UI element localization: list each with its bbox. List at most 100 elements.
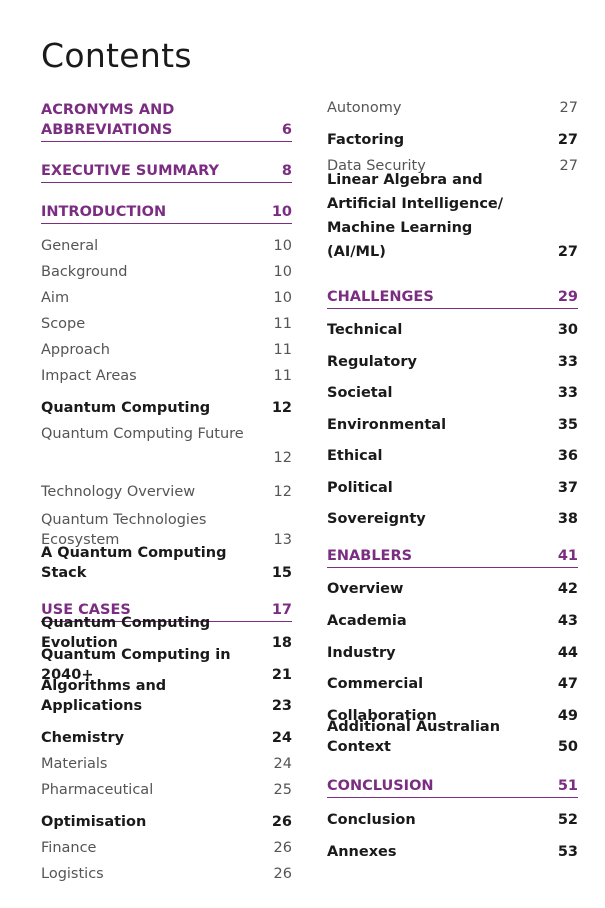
toc-entry[interactable]: Impact Areas 11 bbox=[41, 360, 292, 386]
toc-entry[interactable]: Quantum Computing 12 bbox=[41, 386, 292, 418]
toc-entry-page: 26 bbox=[273, 866, 292, 882]
toc-entry-label: Factoring bbox=[327, 132, 405, 148]
toc-entry[interactable]: Quantum Computing Evolution 18 bbox=[41, 615, 292, 653]
toc-entry-label: Environmental bbox=[327, 417, 447, 433]
toc-entry-label: Optimisation bbox=[41, 814, 147, 830]
toc-entry[interactable]: Ethical 36 bbox=[327, 435, 578, 466]
toc-entry-label: Technology Overview bbox=[41, 484, 196, 500]
toc-entry[interactable]: Additional Australian Context 50 bbox=[327, 719, 578, 757]
toc-entry[interactable]: Collaboration 49 bbox=[327, 694, 578, 726]
toc-entry[interactable]: Quantum Computing Future 12 bbox=[41, 418, 292, 470]
toc-entry-label: Academia bbox=[327, 613, 407, 629]
toc-entry-page: 8 bbox=[281, 163, 292, 179]
toc-entry-page: 27 bbox=[559, 158, 578, 174]
toc-entry-label: Industry bbox=[327, 645, 396, 661]
toc-entry[interactable]: Chemistry 24 bbox=[41, 716, 292, 748]
toc-entry[interactable]: CONCLUSION 51 bbox=[327, 776, 578, 798]
toc-entry-label: Quantum Technologies Ecosystem bbox=[41, 512, 207, 548]
toc-entry-label: Commercial bbox=[327, 676, 424, 692]
toc-entry-page: 6 bbox=[281, 122, 292, 138]
toc-entry[interactable]: ENABLERS 41 bbox=[327, 546, 578, 568]
toc-entry[interactable]: Quantum Computing in 2040+ 21 bbox=[41, 647, 292, 685]
toc-entry-label: Logistics bbox=[41, 866, 104, 882]
toc-entry-label: Quantum Computing Evolution bbox=[41, 615, 211, 651]
toc-entry-label: Additional Australian Context bbox=[327, 719, 501, 755]
toc-entry[interactable]: Scope 11 bbox=[41, 308, 292, 334]
toc-entry[interactable]: Quantum Technologies Ecosystem 13 bbox=[41, 502, 292, 550]
toc-entry[interactable]: A Quantum Computing Stack 15 bbox=[41, 545, 292, 583]
toc-entry[interactable]: CHALLENGES 29 bbox=[327, 287, 578, 309]
toc-entry-label: Sovereignty bbox=[327, 511, 426, 527]
toc-entry[interactable]: INTRODUCTION 10 bbox=[41, 202, 292, 224]
toc-entry-label: ENABLERS bbox=[327, 548, 413, 564]
toc-entry-page: 41 bbox=[557, 548, 578, 564]
toc-entry-page: 33 bbox=[557, 385, 578, 401]
toc-entry-label: Collaboration bbox=[327, 708, 437, 724]
toc-entry-page: 11 bbox=[273, 316, 292, 332]
toc-entry-page: 52 bbox=[557, 812, 578, 828]
toc-entry-label: EXECUTIVE SUMMARY bbox=[41, 163, 220, 179]
toc-entry[interactable]: USE CASES 17 bbox=[41, 600, 292, 622]
toc-entry-page: 24 bbox=[273, 756, 292, 772]
toc-entry[interactable]: Academia 43 bbox=[327, 599, 578, 631]
toc-entry-page: 10 bbox=[273, 290, 292, 306]
toc-entry-label: Overview bbox=[327, 581, 404, 597]
toc-entry-page: 26 bbox=[271, 814, 292, 830]
toc-entry[interactable]: Algorithms and Applications 23 bbox=[41, 678, 292, 716]
toc-entry[interactable]: Overview 42 bbox=[327, 574, 578, 599]
toc-entry[interactable]: ACRONYMS AND ABBREVIATIONS 6 bbox=[41, 100, 292, 142]
toc-entry[interactable]: General 10 bbox=[41, 230, 292, 256]
toc-entry-label: Approach bbox=[41, 342, 110, 358]
toc-entry-label: Finance bbox=[41, 840, 97, 856]
toc-entry[interactable]: Factoring 27 bbox=[327, 118, 578, 150]
toc-entry-label: Annexes bbox=[327, 844, 397, 860]
toc-entry-page: 50 bbox=[557, 739, 578, 755]
toc-entry-label: Quantum Computing in 2040+ bbox=[41, 647, 231, 683]
toc-entry-label: Data Security bbox=[327, 158, 426, 174]
toc-entry-page: 13 bbox=[273, 532, 292, 548]
toc-entry-label: Scope bbox=[41, 316, 86, 332]
toc-entry[interactable]: Optimisation 26 bbox=[41, 800, 292, 832]
toc-entry-label: Political bbox=[327, 480, 393, 496]
toc-entry[interactable]: Materials 24 bbox=[41, 748, 292, 774]
toc-entry[interactable]: Regulatory 33 bbox=[327, 340, 578, 372]
toc-entry[interactable]: Technical 30 bbox=[327, 315, 578, 340]
toc-entry[interactable]: Finance 26 bbox=[41, 832, 292, 858]
toc-entry-page: 24 bbox=[271, 730, 292, 746]
toc-entry-page: 17 bbox=[271, 602, 292, 618]
toc-entry-label: Conclusion bbox=[327, 812, 416, 828]
toc-entry-page: 10 bbox=[273, 264, 292, 280]
toc-entry-page: 10 bbox=[271, 204, 292, 220]
toc-entry[interactable]: Data Security 27 bbox=[327, 150, 578, 176]
toc-entry[interactable]: Autonomy 27 bbox=[327, 98, 578, 118]
toc-entry-page: 12 bbox=[273, 450, 292, 466]
toc-entry-page: 21 bbox=[271, 667, 292, 683]
toc-entry[interactable]: Sovereignty 38 bbox=[327, 498, 578, 529]
toc-entry[interactable]: Pharmaceutical 25 bbox=[41, 774, 292, 800]
toc-entry-label: CHALLENGES bbox=[327, 289, 434, 305]
toc-entry-page: 47 bbox=[557, 676, 578, 692]
toc-entry[interactable]: EXECUTIVE SUMMARY 8 bbox=[41, 161, 292, 183]
toc-entry[interactable]: Societal 33 bbox=[327, 372, 578, 403]
toc-entry-label: Autonomy bbox=[327, 100, 402, 116]
toc-entry-label: USE CASES bbox=[41, 602, 131, 618]
toc-entry-page: 26 bbox=[273, 840, 292, 856]
toc-entry[interactable]: Environmental 35 bbox=[327, 403, 578, 435]
toc-entry[interactable]: Annexes 53 bbox=[327, 830, 578, 862]
toc-entry[interactable]: Approach 11 bbox=[41, 334, 292, 360]
toc-entry[interactable]: Technology Overview 12 bbox=[41, 470, 292, 502]
toc-entry[interactable]: Industry 44 bbox=[327, 631, 578, 663]
toc-entry-label: ACRONYMS AND ABBREVIATIONS bbox=[41, 102, 175, 138]
toc-entry-page: 29 bbox=[557, 289, 578, 305]
toc-entry-page: 30 bbox=[557, 322, 578, 338]
toc-entry[interactable]: Aim 10 bbox=[41, 282, 292, 308]
toc-entry-page: 49 bbox=[557, 708, 578, 724]
toc-entry[interactable]: Background 10 bbox=[41, 256, 292, 282]
toc-entry[interactable]: Commercial 47 bbox=[327, 663, 578, 694]
toc-entry[interactable]: Linear Algebra and Artificial Intelligen… bbox=[327, 172, 578, 264]
toc-entry[interactable]: Conclusion 52 bbox=[327, 804, 578, 830]
toc-entry[interactable]: Political 37 bbox=[327, 466, 578, 498]
toc-entry-page: 27 bbox=[557, 244, 578, 260]
toc-entry-label: CONCLUSION bbox=[327, 778, 434, 794]
toc-entry[interactable]: Logistics 26 bbox=[41, 858, 292, 884]
